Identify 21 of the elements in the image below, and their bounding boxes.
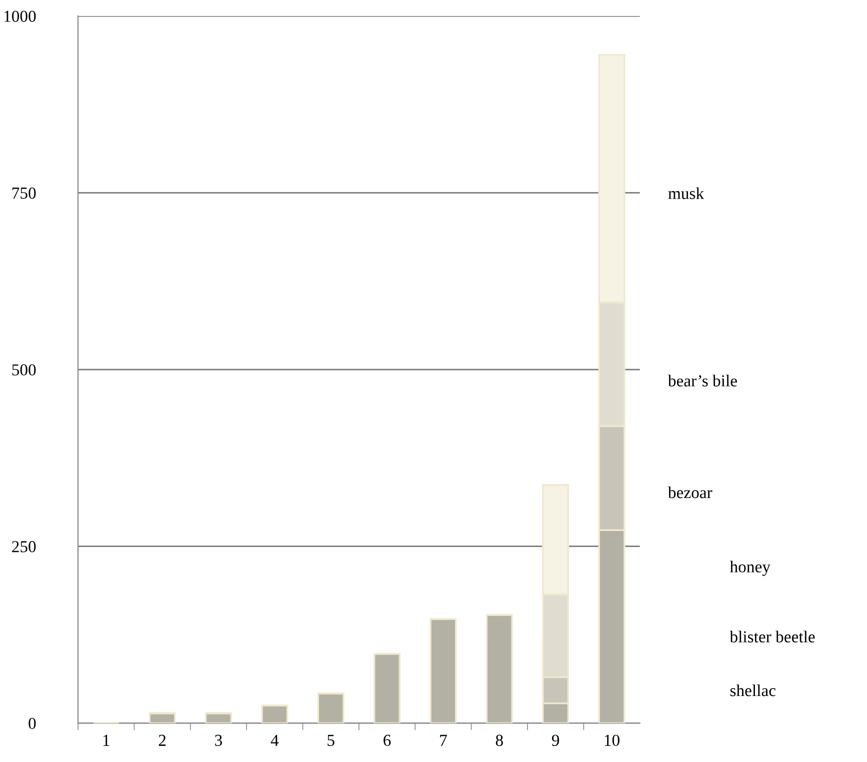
y-tick-label: 1000 <box>4 10 36 22</box>
y-tick-label: 250 <box>12 541 36 552</box>
text: bear’s bile <box>668 374 737 386</box>
x-tick-label: 7 <box>440 734 447 746</box>
text: bezoar <box>668 486 712 498</box>
text: musk <box>668 187 704 200</box>
x-tick-label: 3 <box>215 734 222 746</box>
x-tick-label: 6 <box>384 734 391 746</box>
y-tick-label: 750 <box>12 187 36 199</box>
text: honey <box>730 560 770 576</box>
text: shellac <box>730 684 776 696</box>
text: blister beetle <box>730 630 815 642</box>
x-tick-label: 8 <box>496 734 503 746</box>
x-tick-label: 9 <box>552 734 560 746</box>
x-tick-label: 2 <box>158 734 166 746</box>
y-tick-label: 500 <box>12 364 36 376</box>
y-tick-label: 0 <box>28 718 36 730</box>
x-tick-label: 4 <box>270 734 279 746</box>
x-tick-label: 5 <box>328 734 334 746</box>
x-tick-label: 10 <box>604 734 620 746</box>
x-tick-label: 1 <box>103 734 110 746</box>
